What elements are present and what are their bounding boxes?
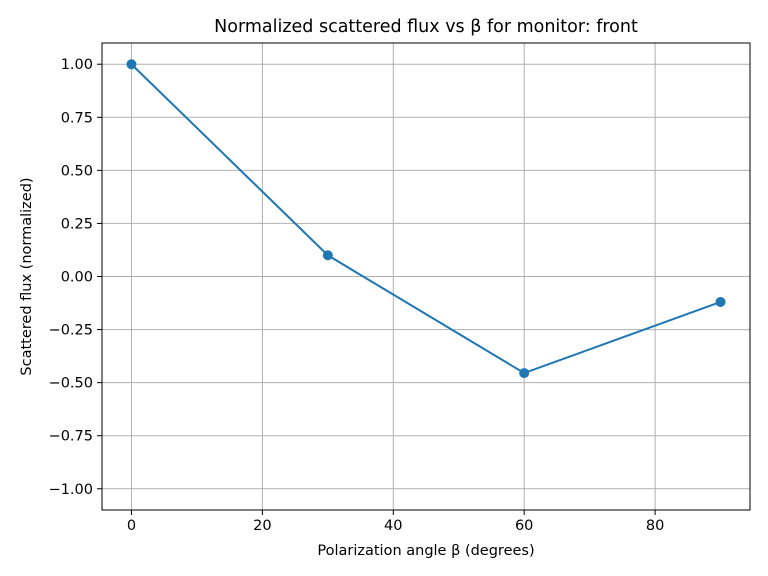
x-tick-label: 40 — [384, 518, 402, 534]
x-axis-title: Polarization angle β (degrees) — [317, 543, 534, 559]
y-tick-label: 0.25 — [61, 216, 93, 232]
data-point — [322, 250, 333, 261]
y-tick-label: 0.75 — [61, 110, 93, 126]
x-tick-label: 60 — [515, 518, 533, 534]
data-point — [715, 296, 726, 307]
y-tick-label: −0.50 — [49, 376, 93, 392]
y-tick-label: −0.75 — [49, 429, 93, 445]
x-tick-label: 0 — [127, 518, 136, 534]
y-tick-label: −1.00 — [49, 482, 93, 498]
y-tick-label: 1.00 — [61, 57, 93, 73]
data-point — [519, 368, 530, 379]
series-line — [130, 63, 721, 375]
chart-title: Normalized scattered flux vs β for monit… — [214, 17, 638, 37]
ticks: 0 20 40 60 80 1.00 0.75 0.50 0.25 0.00 −0.25 −0.50 −… — [49, 57, 665, 534]
x-tick-label: 80 — [646, 518, 664, 534]
x-tick-label: 20 — [253, 518, 271, 534]
data-point — [126, 59, 137, 70]
y-axis-title: Scattered flux (normalized) — [19, 177, 35, 375]
y-tick-label: 0.00 — [61, 270, 93, 286]
y-tick-label: 0.50 — [61, 163, 93, 179]
y-tick-label: −0.25 — [49, 323, 93, 339]
series-layer — [126, 59, 726, 379]
